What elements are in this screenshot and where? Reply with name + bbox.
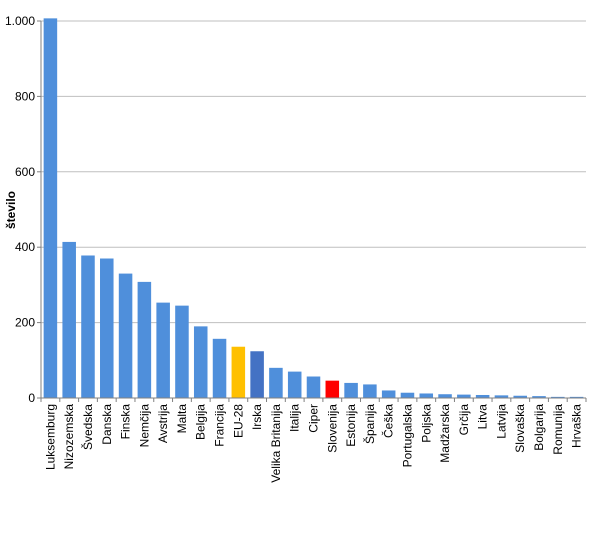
- bar: [212, 338, 227, 398]
- bar: [457, 394, 471, 398]
- x-tick-label: Ciper: [307, 404, 321, 433]
- bar: [156, 302, 170, 398]
- bar: [419, 393, 434, 398]
- bar: [532, 396, 546, 398]
- x-tick-label: Luksemburg: [43, 404, 57, 470]
- x-tick-label: Nemčija: [137, 404, 151, 448]
- bar: [81, 255, 95, 398]
- x-tick-label: Poljska: [419, 404, 433, 443]
- bars: [43, 18, 584, 399]
- bar: [494, 395, 509, 398]
- bar: [137, 281, 152, 398]
- x-tick-label: Malta: [175, 404, 189, 434]
- y-tick-label: 600: [15, 165, 35, 179]
- x-tick-label: Hrvaška: [570, 404, 584, 448]
- x-tick-label: Španija: [362, 404, 377, 444]
- y-tick-label: 1.000: [5, 14, 35, 28]
- bar: [175, 305, 189, 398]
- y-axis-label: število: [4, 191, 18, 229]
- bar: [287, 371, 302, 398]
- bar: [363, 384, 377, 398]
- bar: [513, 395, 527, 398]
- gridlines: [41, 20, 586, 324]
- bar: [231, 346, 246, 398]
- bar: [344, 382, 358, 398]
- bar: [100, 258, 114, 398]
- bar: [118, 273, 133, 398]
- x-tick-label: Francija: [213, 404, 227, 447]
- bar: [193, 326, 208, 398]
- x-tick-label: Nizozemska: [62, 404, 76, 470]
- x-tick-label: Irska: [250, 404, 264, 430]
- x-tick-label: Belgija: [194, 404, 208, 440]
- y-tick-label: 800: [15, 89, 35, 103]
- bar: [269, 367, 283, 398]
- bar: [325, 380, 340, 398]
- bar: [306, 376, 321, 398]
- x-tick-label: Avstrija: [156, 404, 170, 443]
- x-tick-label: Finska: [119, 404, 133, 440]
- bar: [250, 351, 264, 398]
- y-tick-label: 0: [28, 391, 35, 405]
- x-tick-label: Madžarska: [438, 404, 452, 463]
- axes: [37, 20, 587, 402]
- x-tick-label: Romunija: [551, 404, 565, 455]
- x-tick-label: Velika Britanija: [269, 404, 283, 483]
- bar: [551, 396, 565, 398]
- x-tick-label: Italija: [288, 404, 302, 432]
- y-tick-labels: 0 200 400 600 800 1.000: [5, 14, 35, 405]
- x-tick-label: Slovenija: [325, 404, 339, 453]
- x-tick-label: Češka: [381, 404, 396, 438]
- y-tick-label: 400: [15, 240, 35, 254]
- x-tick-label: Grčija: [457, 404, 471, 436]
- bar: [569, 396, 584, 398]
- bar: [475, 394, 490, 398]
- x-tick-label: Švedska: [80, 404, 95, 450]
- x-tick-labels: Luksemburg Nizozemska Švedska Danska Finska N…: [43, 404, 583, 483]
- bar: [43, 18, 58, 399]
- x-tick-label: Bolgarija: [532, 404, 546, 451]
- x-tick-label: Estonija: [344, 404, 358, 447]
- x-tick-label: Portugalska: [400, 404, 414, 468]
- y-tick-label: 200: [15, 316, 35, 330]
- bar: [438, 394, 452, 398]
- bar: [62, 241, 76, 398]
- bar: [400, 392, 415, 398]
- x-tick-label: Litva: [476, 404, 490, 430]
- x-tick-label: Danska: [100, 404, 114, 445]
- x-tick-label: Latvija: [494, 404, 508, 439]
- x-tick-label: Slovaška: [513, 404, 527, 453]
- bar: [381, 390, 396, 398]
- x-tick-label: EU-28: [231, 404, 245, 438]
